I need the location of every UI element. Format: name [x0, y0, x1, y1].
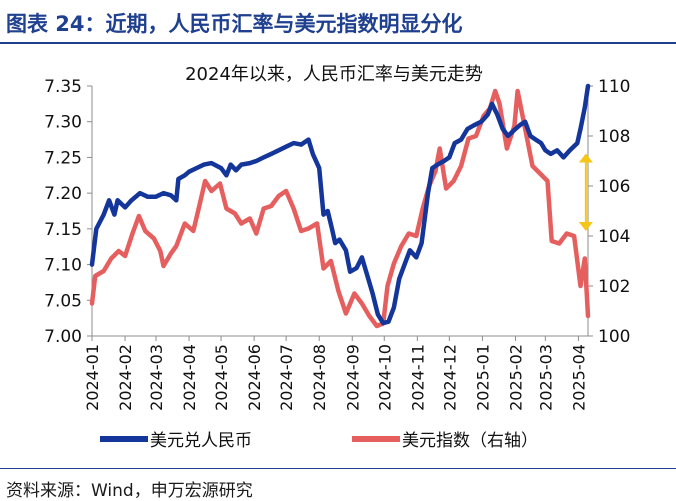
y-tick-label-left: 7.25	[44, 148, 82, 168]
legend: 美元兑人民币 美元指数（右轴）	[100, 431, 538, 451]
x-tick-label: 2025-02	[506, 344, 525, 411]
x-tick-label: 2024-10	[375, 344, 394, 411]
y-tick-label-right: 110	[598, 77, 630, 97]
arrow-head-down	[578, 222, 593, 231]
x-tick-label: 2024-03	[147, 344, 166, 411]
x-tick-label: 2024-05	[212, 344, 231, 411]
y-tick-label-left: 7.00	[44, 327, 82, 347]
annotation-layer	[578, 153, 593, 231]
source-note: 资料来源：Wind，申万宏源研究	[6, 481, 253, 501]
y-tick-label-left: 7.15	[44, 220, 82, 240]
arrow-head-up	[578, 153, 593, 163]
line-chart: 2024年以来，人民币汇率与美元走势 7.007.057.107.157.207…	[44, 64, 630, 451]
x-tick-label: 2025-04	[569, 344, 588, 411]
x-tick-label: 2024-08	[310, 344, 329, 411]
x-tick-label: 2024-11	[408, 344, 427, 411]
x-tick-label: 2024-07	[277, 344, 296, 411]
chart-title: 2024年以来，人民币汇率与美元走势	[185, 64, 483, 85]
x-tick-label: 2024-09	[343, 344, 362, 411]
y-tick-label-right: 106	[598, 177, 630, 197]
figure-title: 图表 24：近期，人民币汇率与美元指数明显分化	[6, 12, 463, 36]
x-tick-label: 2024-01	[83, 344, 102, 411]
y-tick-label-left: 7.05	[44, 291, 82, 311]
usdcny-line	[89, 83, 591, 326]
x-tick-label: 2024-06	[245, 344, 264, 411]
x-tick-label: 2024-02	[116, 344, 135, 411]
legend-label-dxy: 美元指数（右轴）	[402, 431, 538, 451]
series-layer	[89, 83, 591, 329]
title-rule	[0, 42, 676, 44]
x-tick-label: 2025-01	[473, 344, 492, 411]
y-tick-label-left: 7.35	[44, 77, 82, 97]
x-tick-label: 2025-03	[536, 344, 555, 411]
y-tick-label-right: 100	[598, 327, 630, 347]
y-tick-label-right: 108	[598, 127, 630, 147]
x-tick-label: 2024-12	[440, 344, 459, 411]
source-rule	[0, 468, 676, 469]
y-tick-label-right: 104	[598, 227, 630, 247]
dxy-line	[89, 88, 591, 329]
legend-label-usdcny: 美元兑人民币	[150, 431, 252, 451]
y-tick-label-right: 102	[598, 277, 630, 297]
y-tick-label-left: 7.30	[44, 113, 82, 133]
axes-layer: 7.00 7.05 7.10 7.15 7.20 7.25 7.30 7.35 100 102 10…	[44, 77, 630, 411]
x-tick-label: 2024-04	[180, 344, 199, 411]
y-tick-label-left: 7.20	[44, 184, 82, 204]
y-tick-label-left: 7.10	[44, 256, 82, 276]
